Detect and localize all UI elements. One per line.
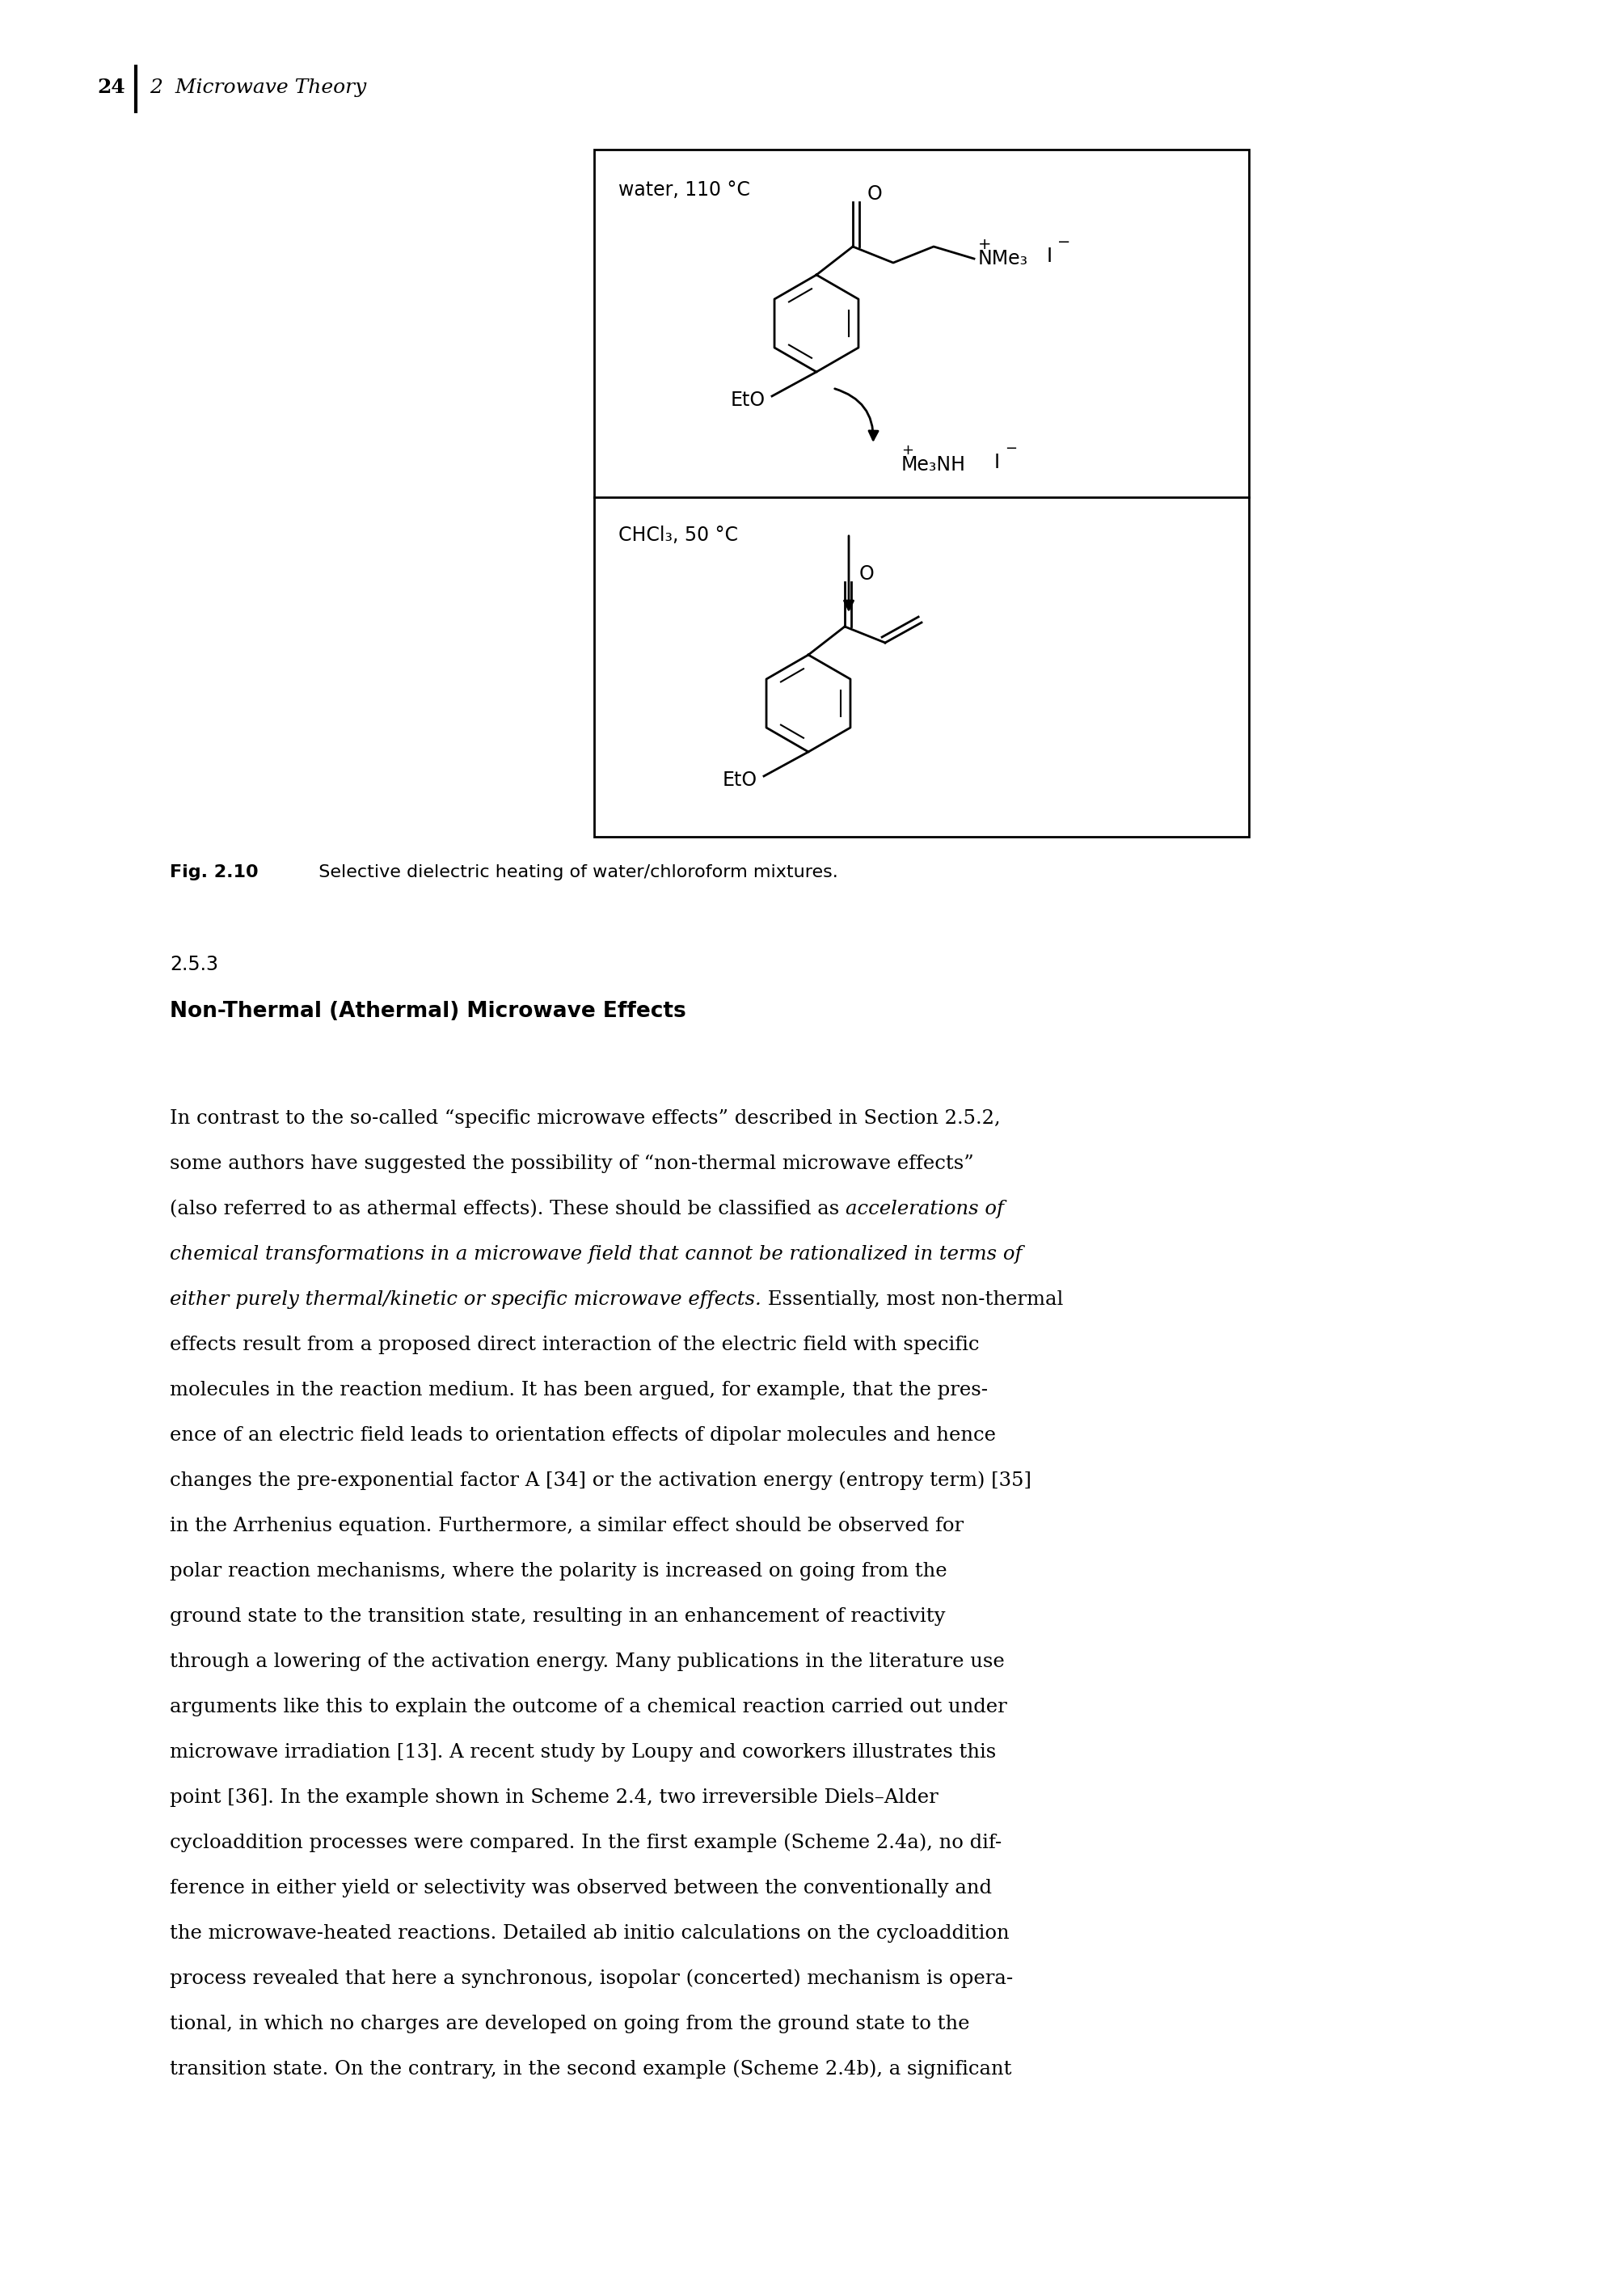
FancyArrowPatch shape	[835, 390, 879, 440]
Text: 24: 24	[97, 78, 125, 96]
Text: I: I	[1047, 248, 1052, 266]
Text: polar reaction mechanisms, where the polarity is increased on going from the: polar reaction mechanisms, where the pol…	[171, 1561, 947, 1581]
Bar	[594, 149, 1249, 837]
Text: EtO: EtO	[731, 390, 765, 410]
Text: O: O	[859, 564, 874, 584]
Text: changes the pre-exponential factor A [34] or the activation energy (entropy term: changes the pre-exponential factor A [34…	[171, 1471, 1031, 1490]
Text: I: I	[994, 454, 1000, 472]
Text: −: −	[1057, 234, 1070, 250]
Text: transition state. On the contrary, in the second example (Scheme 2.4b), a signif: transition state. On the contrary, in th…	[171, 2061, 1012, 2079]
Text: O: O	[867, 183, 882, 204]
Text: accelerations of: accelerations of	[846, 1199, 1004, 1219]
Text: ference in either yield or selectivity was observed between the conventionally a: ference in either yield or selectivity w…	[171, 1879, 992, 1898]
Text: chemical transformations in a microwave field that cannot be rationalized in ter: chemical transformations in a microwave …	[171, 1245, 1021, 1263]
Text: 2  Microwave Theory: 2 Microwave Theory	[149, 78, 367, 96]
Text: cycloaddition processes were compared. In the first example (Scheme 2.4a), no di: cycloaddition processes were compared. I…	[171, 1834, 1002, 1852]
Text: Essentially, most non-thermal: Essentially, most non-thermal	[762, 1290, 1064, 1309]
Text: some authors have suggested the possibility of “non-thermal microwave effects”: some authors have suggested the possibil…	[171, 1155, 974, 1174]
Text: 2.5.3: 2.5.3	[171, 956, 218, 974]
Text: EtO: EtO	[723, 770, 757, 791]
Text: Fig. 2.10: Fig. 2.10	[171, 864, 258, 880]
Text: (also referred to as athermal effects). These should be classified as: (also referred to as athermal effects). …	[171, 1199, 846, 1219]
Text: Me₃NH: Me₃NH	[901, 456, 966, 474]
Text: ground state to the transition state, resulting in an enhancement of reactivity: ground state to the transition state, re…	[171, 1607, 945, 1625]
Text: +: +	[978, 236, 992, 252]
Text: Selective dielectric heating of water/chloroform mixtures.: Selective dielectric heating of water/ch…	[307, 864, 838, 880]
Text: +: +	[901, 442, 913, 458]
Text: through a lowering of the activation energy. Many publications in the literature: through a lowering of the activation ene…	[171, 1653, 1005, 1671]
Text: arguments like this to explain the outcome of a chemical reaction carried out un: arguments like this to explain the outco…	[171, 1698, 1007, 1717]
Text: process revealed that here a synchronous, isopolar (concerted) mechanism is oper: process revealed that here a synchronous…	[171, 1969, 1013, 1987]
Text: microwave irradiation [13]. A recent study by Loupy and coworkers illustrates th: microwave irradiation [13]. A recent stu…	[171, 1742, 996, 1763]
Text: in the Arrhenius equation. Furthermore, a similar effect should be observed for: in the Arrhenius equation. Furthermore, …	[171, 1517, 963, 1536]
Text: the microwave-heated reactions. Detailed ab initio calculations on the cycloaddi: the microwave-heated reactions. Detailed…	[171, 1925, 1010, 1944]
Text: effects result from a proposed direct interaction of the electric field with spe: effects result from a proposed direct in…	[171, 1336, 979, 1355]
Text: −: −	[1005, 442, 1017, 456]
Text: water, 110 °C: water, 110 °C	[619, 181, 750, 199]
Text: ence of an electric field leads to orientation effects of dipolar molecules and : ence of an electric field leads to orien…	[171, 1426, 996, 1444]
Text: CHCl₃, 50 °C: CHCl₃, 50 °C	[619, 525, 737, 545]
Text: point [36]. In the example shown in Scheme 2.4, two irreversible Diels–Alder: point [36]. In the example shown in Sche…	[171, 1788, 939, 1806]
Text: Non-Thermal (Athermal) Microwave Effects: Non-Thermal (Athermal) Microwave Effects	[171, 1002, 685, 1022]
Text: molecules in the reaction medium. It has been argued, for example, that the pres: molecules in the reaction medium. It has…	[171, 1380, 987, 1400]
Text: tional, in which no charges are developed on going from the ground state to the: tional, in which no charges are develope…	[171, 2015, 970, 2033]
Text: either purely thermal/kinetic or specific microwave effects.: either purely thermal/kinetic or specifi…	[171, 1290, 762, 1309]
Text: NMe₃: NMe₃	[978, 250, 1028, 268]
Text: In contrast to the so-called “specific microwave effects” described in Section 2: In contrast to the so-called “specific m…	[171, 1109, 1000, 1128]
